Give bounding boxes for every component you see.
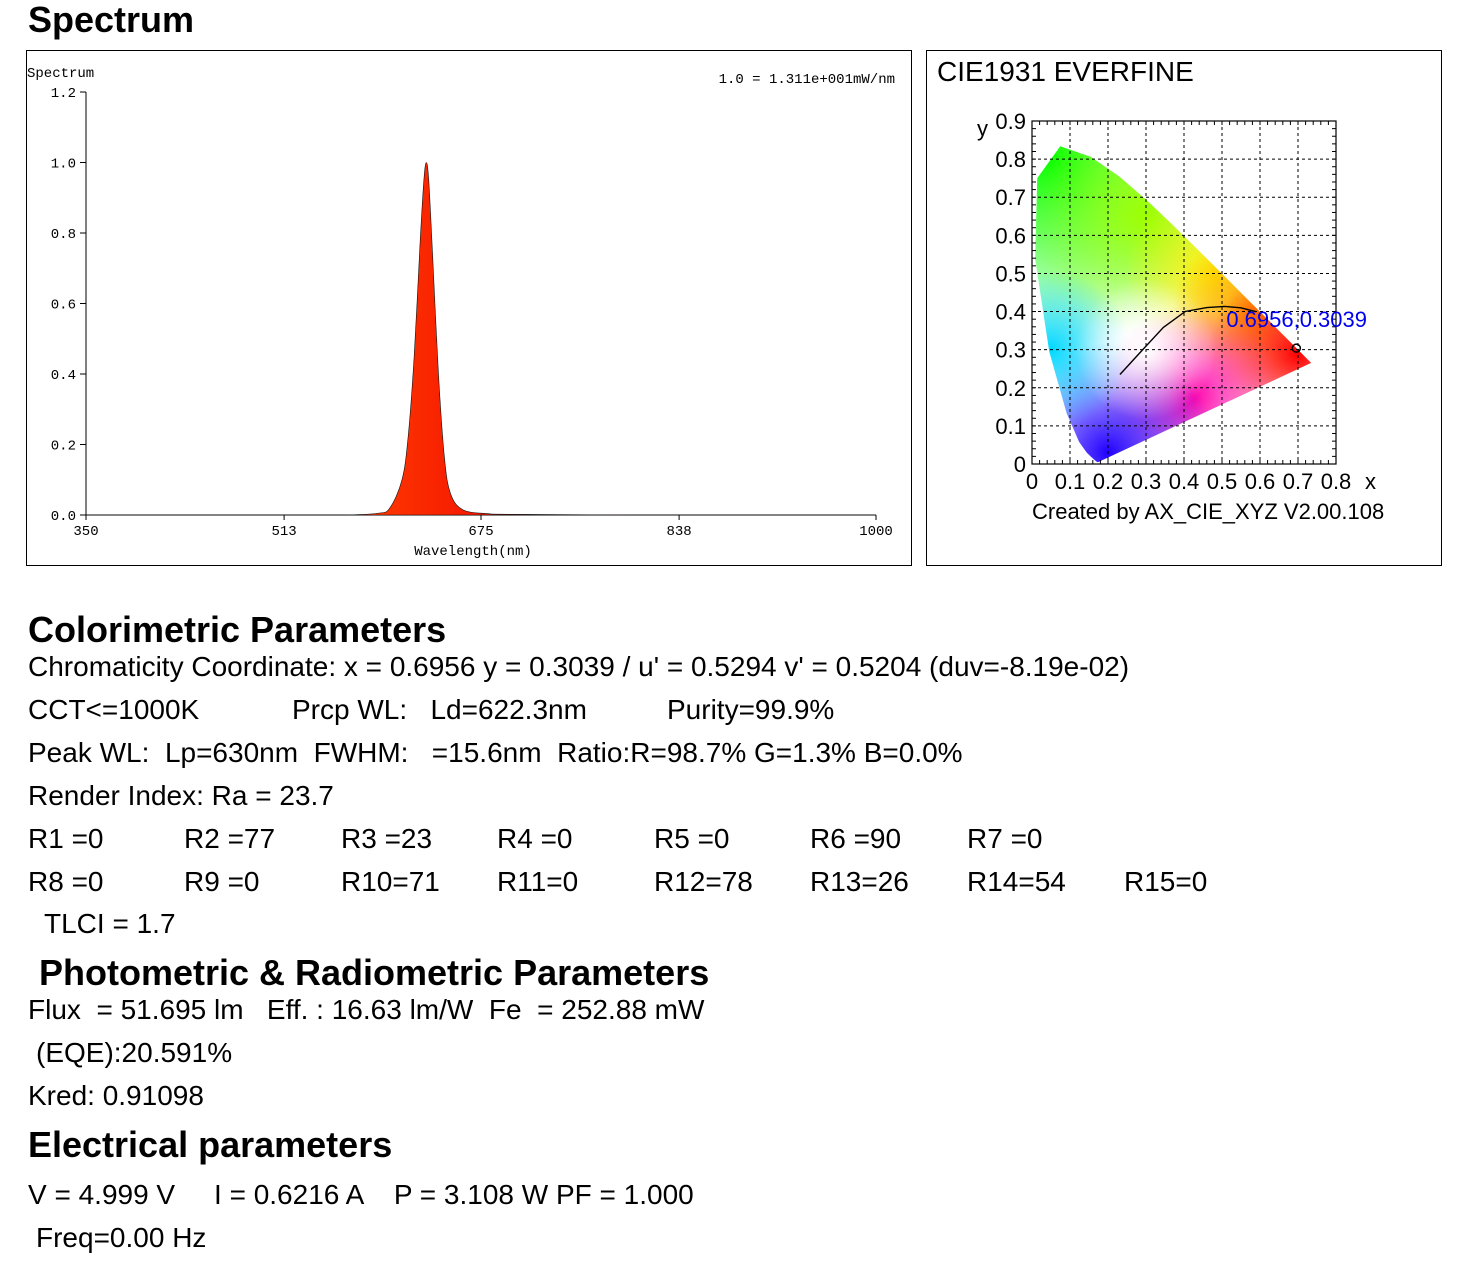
- electrical-heading: Electrical parameters: [28, 1124, 393, 1165]
- cie-chart-panel: CIE1931 EVERFINE 0 0.1 0.2 0.3 0.4 0.5 0.6 0.7 0…: [926, 50, 1442, 566]
- photometric-heading: Photometric & Radiometric Parameters: [39, 952, 710, 993]
- y-tick-label: 1.0: [51, 157, 76, 173]
- r-value: R5 =0: [654, 823, 730, 854]
- chromaticity-line: Chromaticity Coordinate: x = 0.6956 y = …: [28, 651, 1130, 682]
- y-tick-label: 0: [1014, 452, 1026, 477]
- x-tick-label: 350: [73, 524, 98, 540]
- r-value: R6 =90: [810, 823, 902, 854]
- chromaticity-point-label: 0.6956,0.3039: [1226, 307, 1367, 332]
- tlci-value: TLCI = 1.7: [44, 908, 176, 939]
- y-tick-label: 0.5: [995, 261, 1026, 286]
- y-tick-label: 0.2: [995, 376, 1026, 401]
- cie-chart-title: CIE1931 EVERFINE: [937, 56, 1194, 87]
- y-tick-label: 0.7: [995, 185, 1026, 210]
- x-tick-label: 0.3: [1131, 469, 1162, 494]
- prcp-wl-value: Prcp WL: Ld=622.3nm: [292, 694, 587, 725]
- spectrum-chart-panel: Spectrum 1.0 = 1.311e+001mW/nm 0.0 0.2 0.4…: [26, 50, 912, 566]
- r-value: R2 =77: [184, 823, 276, 854]
- eqe-value: (EQE):20.591%: [36, 1037, 233, 1068]
- spectrum-heading: Spectrum: [28, 0, 195, 40]
- cie-chart: CIE1931 EVERFINE 0 0.1 0.2 0.3 0.4 0.5 0.6 0.7 0…: [937, 56, 1384, 524]
- r-value: R12=78: [654, 866, 753, 897]
- x-tick-label: 0.8: [1321, 469, 1352, 494]
- colorimetric-heading: Colorimetric Parameters: [28, 609, 447, 650]
- r-value: R9 =0: [184, 866, 260, 897]
- y-tick-label: 0.3: [995, 338, 1026, 363]
- x-tick-label: 0.2: [1093, 469, 1124, 494]
- spectrum-x-axis-label: Wavelength(nm): [414, 544, 532, 560]
- freq-value: Freq=0.00 Hz: [36, 1222, 207, 1253]
- r-value: R7 =0: [967, 823, 1043, 854]
- purity-value: Purity=99.9%: [667, 694, 835, 725]
- y-tick-label: 0.8: [995, 147, 1026, 172]
- x-tick-label: 0: [1026, 469, 1038, 494]
- y-tick-label: 0.6: [51, 298, 76, 314]
- y-tick-label: 0.0: [51, 509, 76, 525]
- electrical-line: V = 4.999 V I = 0.6216 A P = 3.108 W PF …: [28, 1179, 694, 1210]
- r-value: R8 =0: [28, 866, 104, 897]
- cct-value: CCT<=1000K: [28, 694, 200, 725]
- cie-footer: Created by AX_CIE_XYZ V2.00.108: [1032, 499, 1384, 524]
- x-tick-label: 513: [271, 524, 296, 540]
- r-value: R15=0: [1124, 866, 1208, 897]
- cie-plot-frame: [1031, 120, 1337, 465]
- flux-line: Flux = 51.695 lm Eff. : 16.63 lm/W Fe = …: [28, 994, 705, 1025]
- r-value: R10=71: [341, 866, 440, 897]
- planckian-locus: [1119, 305, 1257, 375]
- x-tick-label: 0.4: [1169, 469, 1200, 494]
- r-value: R3 =23: [341, 823, 433, 854]
- x-tick-label: 675: [468, 524, 493, 540]
- render-index-line: Render Index: Ra = 23.7: [28, 780, 334, 811]
- y-tick-label: 0.4: [51, 368, 76, 384]
- y-tick-label: 0.1: [995, 414, 1026, 439]
- cie-y-axis-label: y: [977, 116, 988, 141]
- x-tick-label: 1000: [859, 524, 893, 540]
- r-value: R14=54: [967, 866, 1066, 897]
- r-value: R11=0: [497, 866, 579, 897]
- x-tick-label: 0.1: [1055, 469, 1086, 494]
- chromaticity-point: [1291, 343, 1302, 353]
- r-value: R4 =0: [497, 823, 573, 854]
- x-tick-label: 0.5: [1207, 469, 1238, 494]
- y-tick-label: 0.4: [995, 300, 1026, 325]
- r-value: R13=26: [810, 866, 909, 897]
- peak-wl-line: Peak WL: Lp=630nm FWHM: =15.6nm Ratio:R=…: [28, 737, 963, 768]
- r-value: R1 =0: [28, 823, 104, 854]
- y-tick-label: 1.2: [51, 86, 76, 102]
- cie-x-axis-label: x: [1365, 469, 1376, 494]
- y-tick-label: 0.2: [51, 439, 76, 455]
- spectrum-chart-title: Spectrum: [27, 66, 94, 82]
- kred-value: Kred: 0.91098: [28, 1080, 204, 1111]
- x-tick-label: 0.6: [1245, 469, 1276, 494]
- spectrum-chart: Spectrum 1.0 = 1.311e+001mW/nm 0.0 0.2 0.4…: [27, 66, 895, 560]
- spectrum-series-area: [85, 162, 876, 516]
- x-tick-label: 838: [666, 524, 691, 540]
- y-tick-label: 0.8: [51, 227, 76, 243]
- y-tick-label: 0.6: [995, 223, 1026, 248]
- x-tick-label: 0.7: [1283, 469, 1314, 494]
- spectrum-scale-note: 1.0 = 1.311e+001mW/nm: [719, 72, 895, 88]
- y-tick-label: 0.9: [995, 109, 1026, 134]
